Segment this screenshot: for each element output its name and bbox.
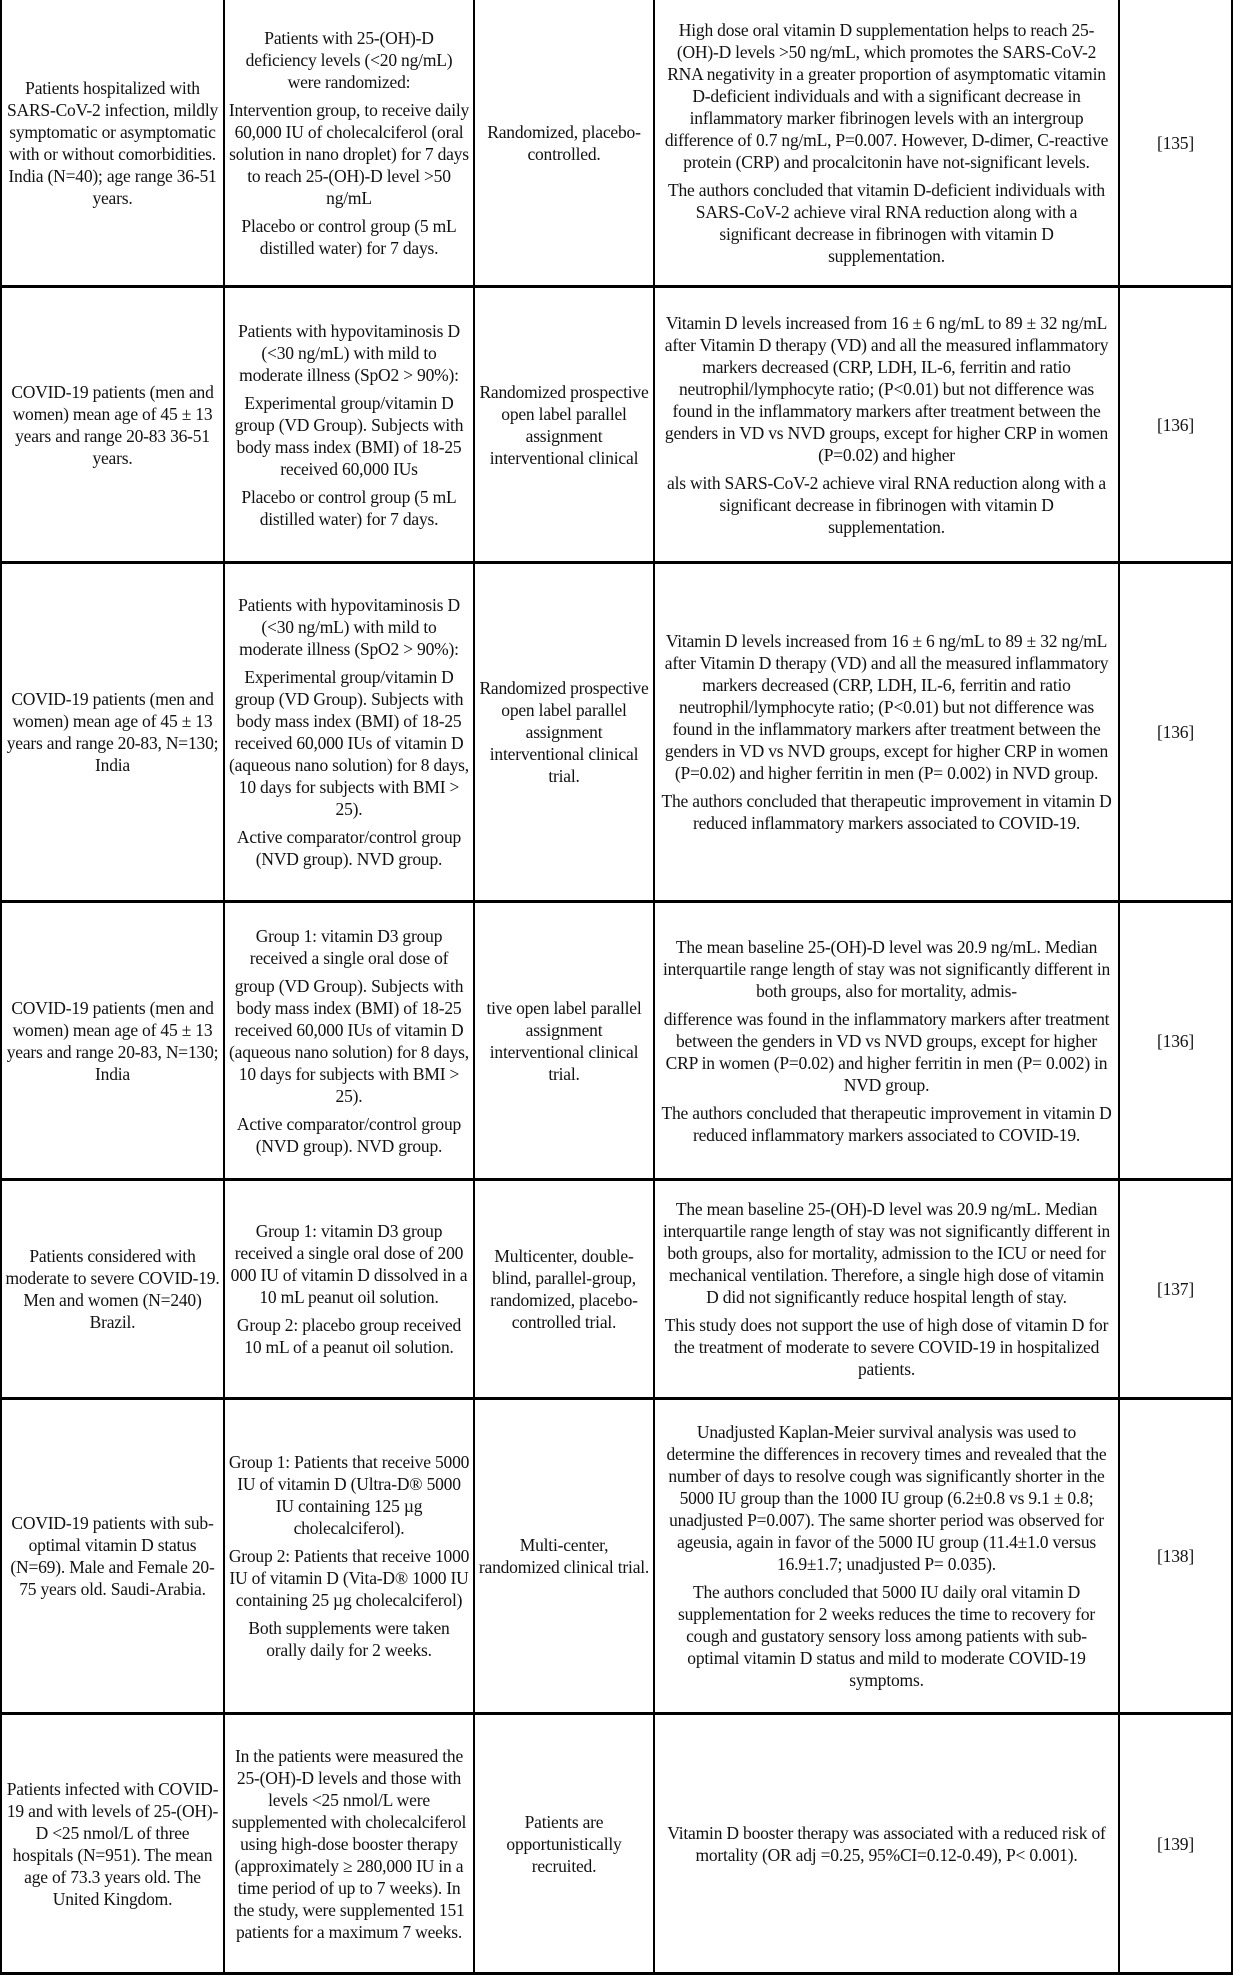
results-cell-text: The mean baseline 25-(OH)-D level was 20…	[662, 936, 1111, 1001]
intervention-cell-text: Placebo or control group (5 mL distilled…	[241, 215, 457, 258]
table-row: COVID-19 patients (men and women) mean a…	[0, 564, 1233, 903]
results-cell-text: als with SARS-CoV-2 achieve viral RNA re…	[667, 472, 1106, 537]
design-cell: Multicenter, double-blind, parallel-grou…	[475, 1181, 655, 1397]
table-row: Patients considered with moderate to sev…	[0, 1181, 1233, 1400]
reference-cell: [138]	[1120, 1400, 1233, 1712]
intervention-cell-text: group (VD Group). Subjects with body mas…	[229, 975, 469, 1106]
population-cell-text: Patients considered with moderate to sev…	[5, 1246, 220, 1332]
design-cell: Multi-center, randomized clinical trial.	[475, 1400, 655, 1712]
results-cell-text: The authors concluded that vitamin D-def…	[668, 179, 1105, 266]
reference-cell: [135]	[1120, 0, 1233, 285]
population-cell-text: COVID-19 patients (men and women) mean a…	[6, 689, 219, 775]
table-row: Patients hospitalized with SARS-CoV-2 in…	[0, 0, 1233, 288]
design-cell: Patients are opportunistically recruited…	[475, 1715, 655, 1972]
reference-cell-text: [139]	[1157, 1833, 1194, 1854]
population-cell: COVID-19 patients (men and women) mean a…	[0, 288, 225, 561]
results-cell-text: The authors concluded that therapeutic i…	[661, 1102, 1112, 1145]
results-cell-text: difference was found in the inflammatory…	[663, 1008, 1110, 1095]
table-row: COVID-19 patients (men and women) mean a…	[0, 903, 1233, 1181]
intervention-cell: Group 1: vitamin D3 group received a sin…	[225, 1181, 475, 1397]
design-cell-text: Multi-center, randomized clinical trial.	[478, 1535, 650, 1577]
design-cell: Randomized prospective open label parall…	[475, 288, 655, 561]
intervention-cell-text: Group 1: Patients that receive 5000 IU o…	[228, 1452, 470, 1538]
population-cell-text: Patients infected with COVID-19 and with…	[6, 1778, 219, 1909]
design-cell: Randomized, placebo-controlled.	[475, 0, 655, 285]
intervention-cell: Group 1: vitamin D3 group received a sin…	[225, 903, 475, 1178]
intervention-cell-text: In the patients were measured the 25-(OH…	[231, 1745, 467, 1942]
intervention-cell: Patients with hypovitaminosis D (<30 ng/…	[225, 564, 475, 900]
intervention-cell: In the patients were measured the 25-(OH…	[225, 1715, 475, 1972]
intervention-cell-text: Group 2: Patients that receive 1000 IU o…	[228, 1546, 470, 1610]
results-cell: Vitamin D booster therapy was associated…	[655, 1715, 1120, 1972]
reference-cell: [137]	[1120, 1181, 1233, 1397]
results-cell: The mean baseline 25-(OH)-D level was 20…	[655, 1181, 1120, 1397]
population-cell: Patients hospitalized with SARS-CoV-2 in…	[0, 0, 225, 285]
intervention-cell-text: Placebo or control group (5 mL distilled…	[241, 486, 457, 529]
table-row: COVID-19 patients (men and women) mean a…	[0, 288, 1233, 564]
reference-cell-text: [136]	[1157, 414, 1194, 435]
design-cell: Randomized prospective open label parall…	[475, 564, 655, 900]
intervention-cell-text: Group 1: vitamin D3 group received a sin…	[230, 1221, 468, 1307]
results-cell-text: The authors concluded that 5000 IU daily…	[677, 1582, 1096, 1690]
results-cell-text: Vitamin D levels increased from 16 ± 6 n…	[664, 631, 1109, 783]
results-cell-text: The mean baseline 25-(OH)-D level was 20…	[662, 1199, 1111, 1307]
intervention-cell: Patients with hypovitaminosis D (<30 ng/…	[225, 288, 475, 561]
reference-cell-text: [136]	[1157, 722, 1194, 742]
results-cell: The mean baseline 25-(OH)-D level was 20…	[655, 903, 1120, 1178]
intervention-cell-text: Active comparator/control group (NVD gro…	[236, 827, 462, 869]
population-cell-text: COVID-19 patients (men and women) mean a…	[6, 997, 219, 1084]
intervention-cell-text: Group 1: vitamin D3 group received a sin…	[249, 925, 449, 968]
design-cell-text: Randomized prospective open label parall…	[479, 381, 649, 468]
results-cell-text: Vitamin D booster therapy was associated…	[667, 1822, 1106, 1865]
population-cell-text: COVID-19 patients with sub-optimal vitam…	[10, 1513, 215, 1599]
intervention-cell-text: Experimental group/vitamin D group (VD G…	[234, 392, 464, 479]
reference-cell: [139]	[1120, 1715, 1233, 1972]
intervention-cell-text: Patients with hypovitaminosis D (<30 ng/…	[238, 595, 460, 659]
population-cell: Patients considered with moderate to sev…	[0, 1181, 225, 1397]
intervention-cell-text: Experimental group/vitamin D group (VD G…	[229, 667, 469, 819]
results-cell: Vitamin D levels increased from 16 ± 6 n…	[655, 288, 1120, 561]
design-cell-text: Randomized prospective open label parall…	[479, 678, 649, 786]
design-cell-text: Multicenter, double-blind, parallel-grou…	[490, 1246, 638, 1332]
design-cell-text: Patients are opportunistically recruited…	[506, 1811, 622, 1876]
population-cell: COVID-19 patients (men and women) mean a…	[0, 564, 225, 900]
reference-cell: [136]	[1120, 564, 1233, 900]
reference-cell-text: [137]	[1157, 1279, 1194, 1299]
results-cell-text: The authors concluded that therapeutic i…	[661, 791, 1112, 833]
design-cell-text: tive open label parallel assignment inte…	[486, 997, 642, 1084]
intervention-cell-text: Intervention group, to receive daily 60,…	[228, 99, 470, 208]
reference-cell-text: [135]	[1157, 132, 1194, 153]
results-cell-text: Vitamin D levels increased from 16 ± 6 n…	[664, 312, 1109, 465]
results-cell: High dose oral vitamin D supplementation…	[655, 0, 1120, 285]
table-row: COVID-19 patients with sub-optimal vitam…	[0, 1400, 1233, 1715]
intervention-cell-text: Patients with 25-(OH)-D deficiency level…	[245, 27, 453, 92]
reference-cell-text: [138]	[1157, 1546, 1194, 1566]
results-cell: Vitamin D levels increased from 16 ± 6 n…	[655, 564, 1120, 900]
intervention-cell-text: Group 2: placebo group received 10 mL of…	[236, 1315, 462, 1357]
results-cell-text: This study does not support the use of h…	[664, 1315, 1109, 1379]
intervention-cell-text: Active comparator/control group (NVD gro…	[236, 1113, 462, 1156]
intervention-cell-text: Both supplements were taken orally daily…	[248, 1618, 450, 1660]
reference-cell-text: [136]	[1157, 1030, 1194, 1051]
intervention-cell: Group 1: Patients that receive 5000 IU o…	[225, 1400, 475, 1712]
design-cell-text: Randomized, placebo-controlled.	[487, 121, 641, 164]
population-cell: Patients infected with COVID-19 and with…	[0, 1715, 225, 1972]
population-cell-text: COVID-19 patients (men and women) mean a…	[11, 381, 214, 468]
population-cell: COVID-19 patients with sub-optimal vitam…	[0, 1400, 225, 1712]
results-cell-text: Unadjusted Kaplan-Meier survival analysi…	[666, 1422, 1107, 1574]
design-cell: tive open label parallel assignment inte…	[475, 903, 655, 1178]
results-cell-text: High dose oral vitamin D supplementation…	[664, 19, 1109, 172]
intervention-cell: Patients with 25-(OH)-D deficiency level…	[225, 0, 475, 285]
table-row: Patients infected with COVID-19 and with…	[0, 1715, 1233, 1975]
population-cell: COVID-19 patients (men and women) mean a…	[0, 903, 225, 1178]
reference-cell: [136]	[1120, 903, 1233, 1178]
reference-cell: [136]	[1120, 288, 1233, 561]
intervention-cell-text: Patients with hypovitaminosis D (<30 ng/…	[238, 320, 460, 385]
results-cell: Unadjusted Kaplan-Meier survival analysi…	[655, 1400, 1120, 1712]
population-cell-text: Patients hospitalized with SARS-CoV-2 in…	[6, 77, 219, 208]
